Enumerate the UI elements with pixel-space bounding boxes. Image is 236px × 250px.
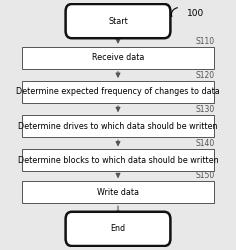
FancyBboxPatch shape xyxy=(66,212,170,246)
Text: S110: S110 xyxy=(195,36,215,46)
FancyBboxPatch shape xyxy=(21,115,215,137)
Text: Determine drives to which data should be written: Determine drives to which data should be… xyxy=(18,122,218,131)
Text: S150: S150 xyxy=(195,171,215,180)
Text: S130: S130 xyxy=(195,105,215,114)
Text: Determine expected frequency of changes to data: Determine expected frequency of changes … xyxy=(16,88,220,96)
Text: Write data: Write data xyxy=(97,188,139,197)
FancyBboxPatch shape xyxy=(21,150,215,172)
Text: S140: S140 xyxy=(195,139,215,148)
FancyBboxPatch shape xyxy=(66,4,170,38)
Text: End: End xyxy=(110,224,126,234)
Text: Receive data: Receive data xyxy=(92,53,144,62)
Text: Determine blocks to which data should be written: Determine blocks to which data should be… xyxy=(18,156,218,165)
FancyBboxPatch shape xyxy=(21,81,215,103)
Text: Start: Start xyxy=(108,16,128,26)
Text: 100: 100 xyxy=(187,8,204,18)
FancyBboxPatch shape xyxy=(21,181,215,203)
Text: S120: S120 xyxy=(195,71,215,80)
FancyBboxPatch shape xyxy=(21,47,215,69)
